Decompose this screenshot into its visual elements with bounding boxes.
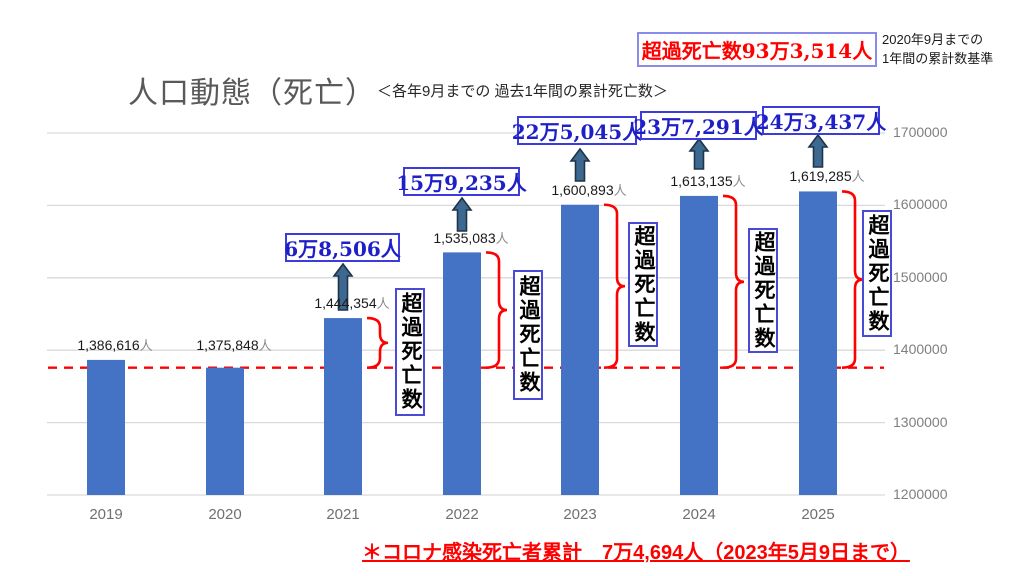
covid-deaths-footnote: ＊コロナ感染死亡者累計 7万4,694人（2023年5月9日まで） [362,542,910,564]
excess-callout-label: 24万3,437人 [755,110,887,134]
bar-value-suffix: 人 [613,183,627,198]
page-title: 人口動態（死亡） [128,77,376,110]
excess-brace-2024 [722,194,745,369]
bar-2025 [799,191,837,495]
y-tick-label: 1300000 [893,413,948,430]
bar-value-suffix: 人 [732,174,746,189]
bar-value-label: 1,386,616人 [60,335,170,354]
excess-deaths-vertical-label: 超過死亡数 [517,275,540,395]
excess-callout-label: 23万7,291人 [633,115,764,139]
excess-brace-2021 [366,316,389,369]
up-arrow-icon [332,262,354,311]
bar-value-label: 1,613,135人 [653,171,763,190]
baseline-note: 2020年9月までの 1年間の累計数基準 [882,30,993,68]
excess-deaths-vertical-label: 超過死亡数 [399,292,422,412]
excess-brace-2025 [841,190,864,369]
excess-deaths-vertical-box: 超過死亡数 [748,228,778,353]
bar-2024 [680,195,718,495]
x-tick-label: 2019 [89,506,123,523]
bar-value-suffix: 人 [376,296,390,311]
excess-deaths-vertical-box: 超過死亡数 [395,288,425,416]
x-tick-label: 2020 [208,506,242,523]
baseline-note-line2: 1年間の累計数基準 [882,51,994,66]
bar-value-suffix: 人 [495,231,509,246]
bar-2019 [87,359,125,495]
bar-value-number: 1,619,285 [789,168,852,184]
total-excess-deaths-label: 超過死亡数93万3,514人 [641,39,873,63]
bar-value-label: 1,619,285人 [772,166,882,185]
up-arrow-icon [807,133,829,168]
x-tick-label: 2022 [445,506,479,523]
y-tick-label: 1500000 [893,268,948,285]
bar-value-label: 1,600,893人 [534,180,644,199]
excess-callout-box-2024: 23万7,291人 [633,111,764,140]
up-arrow-icon [688,137,710,170]
excess-deaths-vertical-label: 超過死亡数 [632,224,655,345]
excess-deaths-vertical-box: 超過死亡数 [628,222,658,347]
excess-callout-box-2022: 15万9,235人 [396,167,527,196]
y-tick-label: 1600000 [893,196,948,213]
excess-deaths-vertical-label: 超過死亡数 [752,230,775,351]
excess-callout-label: 15万9,235人 [396,171,527,195]
excess-deaths-vertical-label: 超過死亡数 [866,213,889,334]
excess-deaths-vertical-box: 超過死亡数 [513,270,543,400]
x-tick-label: 2024 [682,506,716,523]
bar-value-suffix: 人 [139,338,153,353]
excess-brace-2022 [485,251,508,369]
bar-value-number: 1,375,848 [196,337,259,353]
bar-value-number: 1,444,354 [314,295,377,311]
excess-callout-label: 6万8,506人 [284,237,401,261]
bar-value-number: 1,535,083 [433,230,496,246]
x-tick-label: 2023 [563,506,597,523]
bar-2022 [443,252,481,495]
excess-callout-box-2021: 6万8,506人 [284,233,401,262]
bar-value-suffix: 人 [851,169,865,184]
bar-value-label: 1,375,848人 [179,335,289,354]
excess-deaths-vertical-box: 超過死亡数 [862,210,892,337]
chart-subtitle: ＜各年9月までの 過去1年間の累計死亡数＞ [377,83,668,100]
bar-2021 [324,318,362,495]
up-arrow-icon [569,147,591,182]
baseline-note-line1: 2020年9月までの [882,32,984,47]
excess-brace-2023 [603,203,626,369]
up-arrow-icon [451,196,473,232]
bar-value-label: 1,444,354人 [297,293,407,312]
bar-value-number: 1,386,616 [77,337,140,353]
x-tick-label: 2021 [326,506,360,523]
y-tick-label: 1400000 [893,341,948,358]
bar-value-number: 1,600,893 [551,182,614,198]
excess-callout-box-2023: 22万5,045人 [512,116,642,145]
excess-callout-label: 22万5,045人 [511,120,643,144]
bar-value-number: 1,613,135 [670,173,733,189]
bar-value-label: 1,535,083人 [416,228,526,247]
bar-value-suffix: 人 [258,338,272,353]
y-tick-label: 1700000 [893,124,948,140]
bar-2020 [206,367,244,495]
total-excess-deaths-badge: 超過死亡数93万3,514人 [637,32,877,67]
x-tick-label: 2025 [801,506,835,523]
excess-callout-box-2025: 24万3,437人 [756,106,886,135]
bar-2023 [561,204,599,495]
y-tick-label: 1200000 [893,486,948,502]
